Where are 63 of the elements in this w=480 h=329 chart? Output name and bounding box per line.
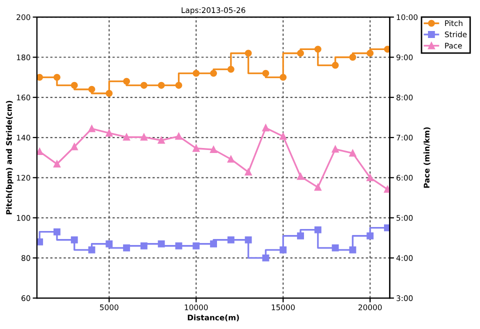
point bbox=[123, 134, 130, 141]
point bbox=[36, 148, 44, 156]
point bbox=[36, 238, 44, 246]
point bbox=[210, 240, 218, 248]
point bbox=[70, 143, 78, 150]
point bbox=[262, 254, 270, 262]
point bbox=[349, 246, 356, 254]
point bbox=[297, 172, 304, 180]
point bbox=[384, 224, 390, 232]
point bbox=[210, 146, 218, 154]
point bbox=[332, 146, 339, 153]
point bbox=[227, 66, 234, 73]
point bbox=[158, 82, 165, 89]
point bbox=[280, 246, 287, 254]
point bbox=[244, 168, 252, 176]
point bbox=[175, 242, 182, 250]
point bbox=[349, 54, 356, 61]
point bbox=[53, 160, 60, 168]
point bbox=[192, 70, 200, 77]
point bbox=[158, 240, 165, 248]
point bbox=[36, 74, 44, 81]
point bbox=[53, 74, 60, 81]
point bbox=[123, 244, 130, 252]
point bbox=[192, 144, 200, 152]
point bbox=[70, 236, 78, 244]
point bbox=[140, 82, 148, 89]
point bbox=[297, 232, 304, 240]
point bbox=[280, 74, 287, 81]
point bbox=[210, 70, 218, 77]
point bbox=[175, 132, 182, 140]
point bbox=[314, 184, 322, 191]
point bbox=[332, 62, 339, 69]
point bbox=[106, 240, 113, 248]
point bbox=[140, 134, 148, 141]
point bbox=[88, 125, 96, 132]
point bbox=[227, 236, 234, 244]
point bbox=[192, 242, 200, 250]
point bbox=[106, 90, 113, 97]
point bbox=[262, 70, 270, 77]
point bbox=[53, 228, 60, 236]
point bbox=[384, 46, 390, 53]
point bbox=[227, 156, 234, 163]
point bbox=[244, 50, 252, 57]
point bbox=[332, 244, 339, 252]
point bbox=[366, 174, 374, 182]
point bbox=[297, 50, 304, 57]
point bbox=[106, 130, 113, 137]
point bbox=[140, 242, 148, 250]
point bbox=[123, 78, 130, 85]
point bbox=[366, 50, 374, 57]
point bbox=[70, 82, 78, 89]
point bbox=[366, 232, 374, 240]
point bbox=[88, 246, 96, 254]
point bbox=[314, 226, 322, 234]
point bbox=[384, 186, 390, 193]
point bbox=[175, 82, 182, 89]
point bbox=[314, 46, 322, 53]
point bbox=[280, 132, 287, 140]
point bbox=[349, 150, 356, 157]
point bbox=[88, 86, 96, 93]
point bbox=[158, 136, 165, 144]
point bbox=[262, 124, 270, 132]
point bbox=[244, 236, 252, 244]
